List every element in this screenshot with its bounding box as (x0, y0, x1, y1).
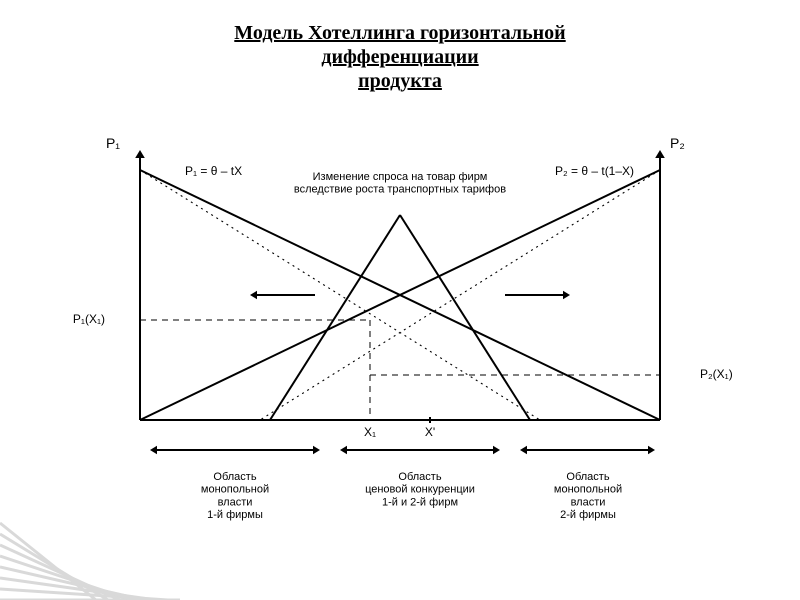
svg-text:P₁ = θ – tX: P₁ = θ – tX (185, 164, 242, 178)
chart-svg: P₁ P₂ P₁ = θ – tX P₂ = θ – t(1–X) Изменение … (50, 120, 750, 540)
svg-text:P₁(X₁): P₁(X₁) (73, 312, 105, 326)
svg-text:P₂: P₂ (670, 135, 685, 151)
svg-text:X': X' (425, 425, 435, 439)
page-title-line2: дифференциации (0, 46, 800, 69)
svg-text:P₂ = θ – t(1–X): P₂ = θ – t(1–X) (555, 164, 634, 178)
hotelling-chart: P₁ P₂ P₁ = θ – tX P₂ = θ – t(1–X) Изменение … (50, 120, 750, 560)
page-title-line3: продукта (0, 70, 800, 93)
svg-text:P₁: P₁ (106, 135, 120, 151)
svg-text:X₁: X₁ (364, 425, 376, 439)
svg-text:Областьмонопольнойвласти2-й фи: Областьмонопольнойвласти2-й фирмы (554, 471, 622, 521)
page-title-line1: Модель Хотеллинга горизонтальной (0, 22, 800, 45)
svg-text:P₂(X₁): P₂(X₁) (700, 367, 733, 381)
svg-text:Областьмонопольнойвласти1-й фи: Областьмонопольнойвласти1-й фирмы (201, 471, 269, 521)
svg-text:Областьценовой конкуренции1-й: Областьценовой конкуренции1-й и 2-й фирм (365, 471, 475, 508)
svg-text:Изменение спроса на товар фирм: Изменение спроса на товар фирмвследствие… (294, 171, 506, 196)
